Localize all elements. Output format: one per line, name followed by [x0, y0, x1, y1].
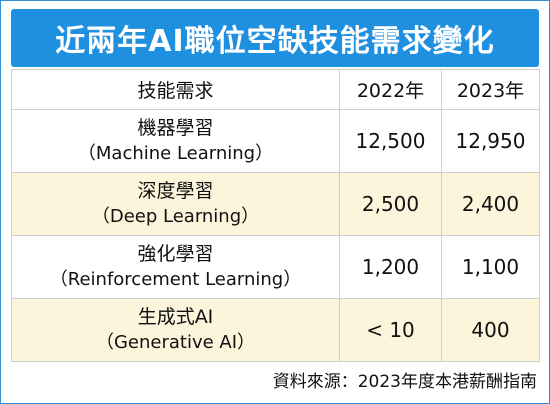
- skill-name-en: （Generative AI）: [95, 332, 256, 353]
- value-2023: 1,100: [441, 235, 540, 299]
- skill-name-zh: 深度學習: [137, 180, 214, 202]
- table-row: 深度學習 （Deep Learning） 2,500 2,400: [11, 172, 540, 236]
- source-note: 資料來源：2023年度本港薪酬指南: [272, 372, 537, 392]
- skill-name-zh: 機器學習: [137, 117, 214, 139]
- table-header-row: 技能需求 2022年 2023年: [11, 69, 540, 110]
- value-2023: 400: [441, 298, 540, 362]
- chart-title: 近兩年AI職位空缺技能需求變化: [55, 24, 495, 59]
- skill-name-en: （Machine Learning）: [77, 143, 274, 164]
- column-header-2022: 2022年: [339, 69, 442, 110]
- table-row: 生成式AI （Generative AI） < 10 400: [11, 298, 540, 362]
- skill-cell: 強化學習 （Reinforcement Learning）: [11, 235, 340, 299]
- skill-cell: 生成式AI （Generative AI）: [11, 298, 340, 362]
- skill-name-zh: 生成式AI: [137, 306, 214, 328]
- value-2023: 12,950: [441, 109, 540, 173]
- title-bar: 近兩年AI職位空缺技能需求變化: [11, 9, 539, 67]
- value-2022: 1,200: [339, 235, 442, 299]
- column-header-skill: 技能需求: [11, 69, 340, 110]
- table-row: 強化學習 （Reinforcement Learning） 1,200 1,10…: [11, 235, 540, 299]
- skills-table: 技能需求 2022年 2023年 機器學習 （Machine Learning）…: [11, 69, 540, 362]
- value-2022: 12,500: [339, 109, 442, 173]
- skill-name-en: （Deep Learning）: [91, 206, 260, 227]
- value-2022: < 10: [339, 298, 442, 362]
- skill-name-en: （Reinforcement Learning）: [49, 269, 302, 290]
- skill-cell: 深度學習 （Deep Learning）: [11, 172, 340, 236]
- table-row: 機器學習 （Machine Learning） 12,500 12,950: [11, 109, 540, 173]
- column-header-2023: 2023年: [441, 69, 540, 110]
- skill-name-zh: 強化學習: [137, 243, 214, 265]
- skill-cell: 機器學習 （Machine Learning）: [11, 109, 340, 173]
- value-2022: 2,500: [339, 172, 442, 236]
- value-2023: 2,400: [441, 172, 540, 236]
